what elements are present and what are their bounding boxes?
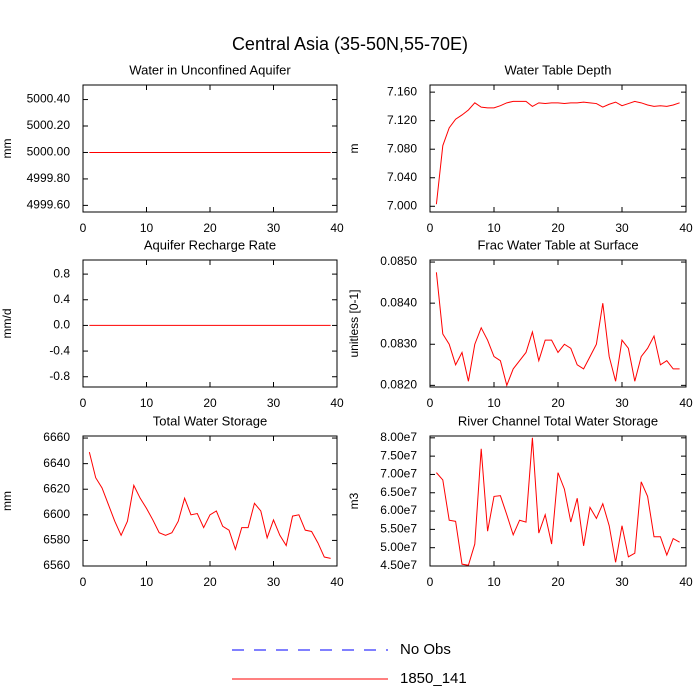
y-tick-label: 6600 [43, 507, 70, 521]
legend-label: No Obs [400, 641, 451, 658]
y-tick-label: -0.4 [49, 343, 70, 357]
x-tick-label: 30 [267, 396, 281, 410]
y-axis-label: m [347, 144, 361, 154]
panel-title: Total Water Storage [153, 413, 267, 428]
plot-frame [429, 259, 687, 388]
y-tick-label: 5000.40 [27, 92, 71, 106]
panel-title: Aquifer Recharge Rate [144, 237, 276, 252]
panel-title: Water Table Depth [505, 62, 612, 77]
x-tick-label: 0 [80, 575, 87, 589]
panel-title: River Channel Total Water Storage [458, 413, 658, 428]
data-line [436, 437, 680, 566]
x-tick-label: 40 [679, 575, 693, 589]
x-tick-label: 40 [330, 575, 344, 589]
panel-title: Frac Water Table at Surface [477, 237, 638, 252]
y-tick-label: 5.00e7 [380, 540, 417, 554]
figure-title: Central Asia (35-50N,55-70E) [232, 34, 468, 54]
y-axis-label: mm/d [0, 309, 14, 339]
x-tick-label: 20 [551, 221, 565, 235]
y-tick-label: 6620 [43, 481, 70, 495]
x-tick-label: 20 [203, 221, 217, 235]
y-tick-label: 4999.60 [27, 198, 71, 212]
x-tick-label: 20 [203, 575, 217, 589]
y-tick-label: 7.000 [387, 198, 417, 212]
plot-frame [82, 259, 338, 388]
y-axis-label: mm [0, 139, 14, 159]
x-tick-label: 0 [427, 575, 434, 589]
y-tick-label: 8.00e7 [380, 430, 417, 444]
plot-frame [82, 84, 338, 213]
x-tick-label: 0 [80, 221, 87, 235]
y-tick-label: 7.120 [387, 113, 417, 127]
x-tick-label: 30 [615, 221, 629, 235]
y-tick-label: 5000.20 [27, 118, 71, 132]
x-tick-label: 10 [140, 396, 154, 410]
x-tick-label: 30 [267, 221, 281, 235]
x-tick-label: 0 [427, 221, 434, 235]
x-tick-label: 20 [551, 396, 565, 410]
y-tick-label: 0.8 [53, 266, 70, 280]
x-tick-label: 0 [80, 396, 87, 410]
data-line [88, 452, 331, 559]
y-tick-label: 4999.80 [27, 171, 71, 185]
x-tick-label: 10 [487, 575, 501, 589]
y-tick-label: 5000.00 [27, 145, 71, 159]
y-tick-label: 6560 [43, 558, 70, 572]
y-axis-label: unitless [0-1] [347, 289, 361, 357]
x-tick-label: 0 [427, 396, 434, 410]
data-line [435, 272, 680, 387]
y-tick-label: 0.0820 [380, 378, 417, 392]
y-tick-label: 7.160 [387, 84, 417, 98]
y-tick-label: 6580 [43, 533, 70, 547]
plot-frame [429, 84, 687, 213]
x-tick-label: 10 [487, 396, 501, 410]
x-tick-label: 30 [615, 575, 629, 589]
x-tick-label: 30 [267, 575, 281, 589]
x-tick-label: 20 [203, 396, 217, 410]
data-line [435, 100, 680, 205]
x-tick-label: 30 [615, 396, 629, 410]
x-tick-label: 40 [679, 396, 693, 410]
y-tick-label: 7.50e7 [380, 448, 417, 462]
y-tick-label: 5.50e7 [380, 522, 417, 536]
y-tick-label: 7.080 [387, 141, 417, 155]
y-tick-label: 7.040 [387, 170, 417, 184]
y-tick-label: 0.4 [53, 292, 70, 306]
y-axis-label: m3 [347, 492, 361, 509]
y-tick-label: 6.00e7 [380, 503, 417, 517]
y-tick-label: 0.0850 [380, 254, 417, 268]
x-tick-label: 40 [330, 396, 344, 410]
plot-frame [82, 435, 338, 567]
y-tick-label: 4.50e7 [380, 558, 417, 572]
y-tick-label: 7.00e7 [380, 467, 417, 481]
y-tick-label: 6640 [43, 456, 70, 470]
x-tick-label: 10 [140, 221, 154, 235]
plot-frame [429, 435, 687, 567]
y-tick-label: 0.0 [53, 318, 70, 332]
legend-label: 1850_141 [400, 670, 467, 687]
x-tick-label: 10 [140, 575, 154, 589]
y-tick-label: 6660 [43, 430, 70, 444]
y-axis-label: mm [0, 491, 14, 511]
x-tick-label: 40 [679, 221, 693, 235]
x-tick-label: 20 [551, 575, 565, 589]
y-tick-label: 0.0830 [380, 336, 417, 350]
x-tick-label: 10 [487, 221, 501, 235]
y-tick-label: -0.8 [49, 369, 70, 383]
panel-title: Water in Unconfined Aquifer [129, 62, 291, 77]
y-tick-label: 6.50e7 [380, 485, 417, 499]
y-tick-label: 0.0840 [380, 295, 417, 309]
x-tick-label: 40 [330, 221, 344, 235]
